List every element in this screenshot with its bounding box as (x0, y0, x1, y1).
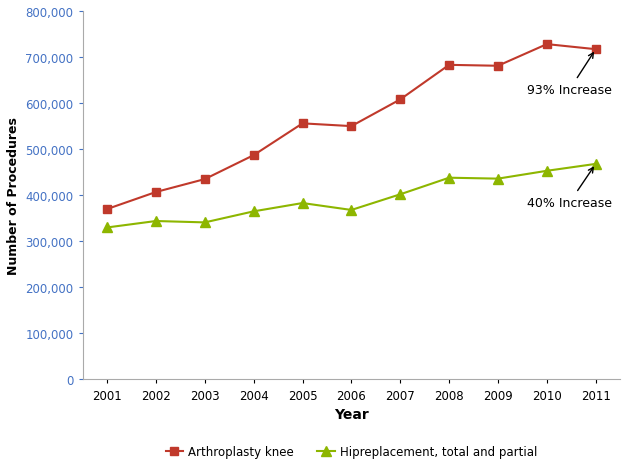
Hipreplacement, total and partial (201, 220, 208, 225)
Hipreplacement, total and partial (299, 201, 306, 206)
Arthroplasty knee (396, 97, 404, 103)
Hipreplacement, total and partial (494, 176, 502, 182)
Arthroplasty knee (104, 207, 111, 213)
Arthroplasty knee (299, 121, 306, 127)
Text: 93% Increase: 93% Increase (528, 54, 612, 97)
Hipreplacement, total and partial (250, 209, 257, 215)
Arthroplasty knee (494, 64, 502, 69)
Hipreplacement, total and partial (543, 169, 551, 174)
Line: Arthroplasty knee: Arthroplasty knee (103, 41, 600, 214)
Arthroplasty knee (250, 153, 257, 158)
Hipreplacement, total and partial (592, 162, 600, 167)
X-axis label: Year: Year (334, 407, 369, 421)
Hipreplacement, total and partial (104, 225, 111, 231)
Y-axis label: Number of Procedures: Number of Procedures (7, 117, 20, 275)
Text: 40% Increase: 40% Increase (528, 168, 612, 209)
Arthroplasty knee (543, 42, 551, 48)
Line: Hipreplacement, total and partial: Hipreplacement, total and partial (102, 160, 600, 233)
Hipreplacement, total and partial (152, 219, 160, 224)
Hipreplacement, total and partial (445, 175, 453, 181)
Arthroplasty knee (152, 190, 160, 195)
Hipreplacement, total and partial (396, 192, 404, 198)
Hipreplacement, total and partial (348, 208, 355, 213)
Arthroplasty knee (348, 124, 355, 130)
Arthroplasty knee (592, 47, 600, 53)
Arthroplasty knee (201, 177, 208, 182)
Arthroplasty knee (445, 63, 453, 69)
Legend: Arthroplasty knee, Hipreplacement, total and partial: Arthroplasty knee, Hipreplacement, total… (161, 441, 542, 463)
